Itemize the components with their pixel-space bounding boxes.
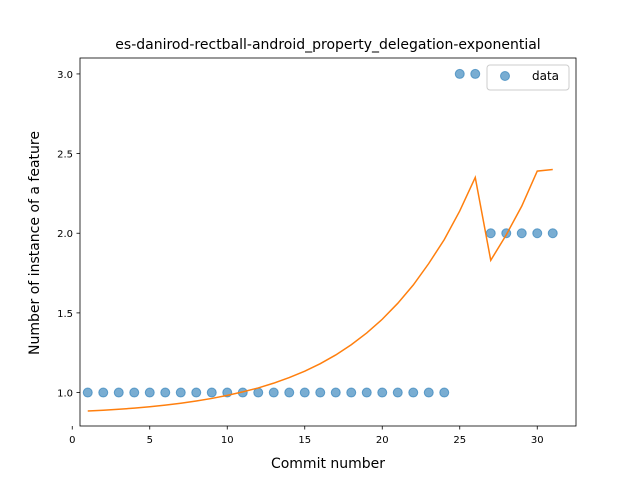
fit-line: [87, 168, 553, 412]
x-tick-label: 30: [531, 435, 544, 446]
data-point: [547, 228, 558, 239]
data-point: [361, 387, 372, 398]
y-tick-label: 1.5: [57, 309, 73, 320]
plot-area: [82, 68, 558, 412]
legend-marker-data: [500, 71, 510, 81]
data-point: [299, 387, 310, 398]
legend-label-data: data: [532, 69, 559, 83]
data-point: [392, 387, 403, 398]
data-point: [191, 387, 202, 398]
x-tick-label: 5: [147, 435, 153, 446]
data-point: [516, 228, 527, 239]
axes: 0 5 10 15 20 25 30 1.0 1.5 2.0 2.5 3.0: [57, 57, 577, 446]
x-tick-label: 15: [298, 435, 311, 446]
y-tick-label: 1.0: [57, 389, 73, 400]
data-point: [377, 387, 388, 398]
data-point: [129, 387, 140, 398]
data-point: [439, 387, 450, 398]
data-point: [315, 387, 326, 398]
data-point: [82, 387, 93, 398]
data-point: [144, 387, 155, 398]
x-tick-label: 10: [221, 435, 234, 446]
chart-title: es-danirod-rectball-android_property_del…: [115, 37, 540, 53]
axes-frame: [79, 57, 577, 427]
data-point: [485, 228, 496, 239]
data-point: [408, 387, 419, 398]
y-tick-label: 2.5: [57, 150, 73, 161]
y-axis-label: Number of instance of a feature: [27, 131, 43, 355]
data-point: [330, 387, 341, 398]
legend-box: [486, 64, 570, 91]
data-point: [470, 68, 481, 79]
legend: data: [486, 64, 570, 91]
data-point: [175, 387, 186, 398]
x-tick-label: 20: [376, 435, 389, 446]
data-point: [98, 387, 109, 398]
data-point: [160, 387, 171, 398]
y-tick-label: 2.0: [57, 229, 73, 240]
data-point: [532, 228, 543, 239]
data-point: [113, 387, 124, 398]
data-point: [206, 387, 217, 398]
y-tick-label: 3.0: [57, 70, 73, 81]
x-tick-label: 0: [69, 435, 75, 446]
data-point: [454, 68, 465, 79]
data-point: [284, 387, 295, 398]
x-axis-label: Commit number: [271, 456, 385, 472]
data-point: [346, 387, 357, 398]
data-point: [268, 387, 279, 398]
data-point: [423, 387, 434, 398]
x-tick-label: 25: [453, 435, 466, 446]
